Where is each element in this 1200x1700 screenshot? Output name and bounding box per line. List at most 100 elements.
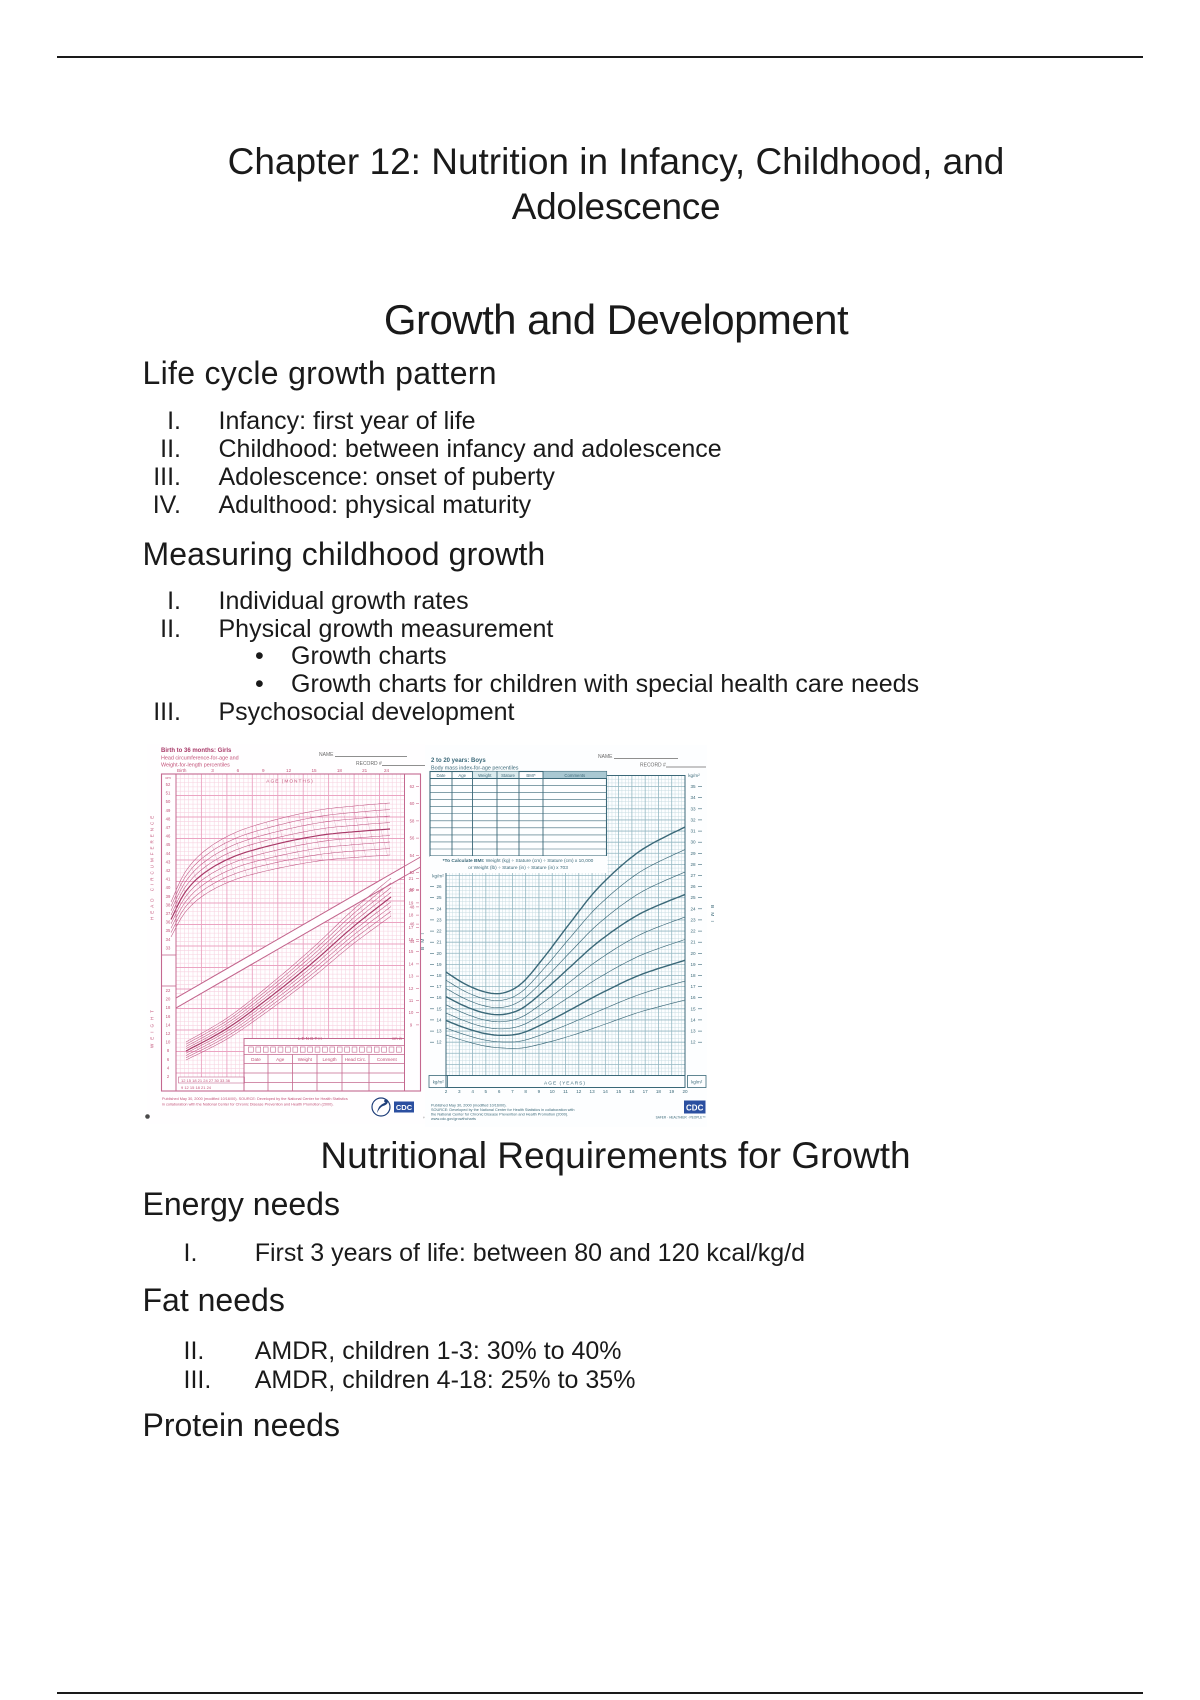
svg-text:CDC: CDC [396, 1103, 413, 1112]
svg-text:Date: Date [436, 773, 446, 778]
svg-text:Published May 30, 2000 (modifi: Published May 30, 2000 (modified 10/16/0… [431, 1104, 507, 1108]
svg-text:13: 13 [409, 974, 414, 979]
svg-text:18: 18 [409, 913, 414, 918]
svg-text:11: 11 [409, 998, 414, 1003]
svg-text:AGE (YEARS): AGE (YEARS) [544, 1081, 586, 1087]
svg-text:18: 18 [166, 1005, 171, 1010]
svg-text:9 12 15 18 21 24: 9 12 15 18 21 24 [181, 1085, 212, 1090]
svg-text:16: 16 [629, 1089, 635, 1094]
svg-text:10: 10 [550, 1089, 556, 1094]
svg-text:48: 48 [166, 816, 171, 821]
svg-text:56: 56 [410, 836, 415, 841]
svg-text:14: 14 [409, 961, 414, 966]
svg-text:Body mass index-for-age percen: Body mass index-for-age percentiles [431, 766, 519, 772]
svg-text:33: 33 [690, 806, 696, 811]
svg-text:14: 14 [690, 1017, 696, 1022]
svg-text:21: 21 [436, 940, 442, 945]
svg-text:52: 52 [166, 782, 171, 787]
svg-text:35: 35 [690, 784, 696, 789]
svg-text:58: 58 [410, 818, 415, 823]
svg-text:34: 34 [690, 795, 696, 800]
svg-text:22: 22 [436, 929, 442, 934]
svg-text:5: 5 [485, 1089, 488, 1094]
svg-text:or Weight (lb) ÷ Stature (in): or Weight (lb) ÷ Stature (in) ÷ Stature … [468, 865, 568, 871]
svg-text:20: 20 [682, 1089, 688, 1094]
svg-text:kg/m²: kg/m² [432, 874, 444, 879]
svg-text:21: 21 [690, 940, 696, 945]
svg-text:26: 26 [690, 884, 696, 889]
svg-text:42: 42 [166, 868, 171, 873]
svg-text:32: 32 [690, 817, 696, 822]
svg-text:20: 20 [436, 951, 442, 956]
svg-text:43: 43 [166, 859, 171, 864]
svg-text:60: 60 [410, 801, 415, 806]
svg-text:RECORD #: RECORD # [640, 763, 666, 769]
svg-text:24: 24 [436, 906, 442, 911]
svg-text:in collaboration with the Nati: in collaboration with the National Cente… [162, 1103, 334, 1107]
svg-text:19: 19 [409, 900, 414, 905]
svg-text:22: 22 [690, 929, 696, 934]
svg-text:Head Circ.: Head Circ. [345, 1057, 367, 1062]
svg-text:16: 16 [166, 1014, 171, 1019]
svg-text:CDC: CDC [686, 1104, 704, 1113]
svg-text:3: 3 [458, 1089, 461, 1094]
svg-text:21: 21 [362, 768, 368, 773]
svg-text:4: 4 [167, 1065, 170, 1070]
svg-text:12: 12 [409, 986, 414, 991]
svg-text:AGE (MONTHS): AGE (MONTHS) [266, 779, 313, 785]
svg-text:15: 15 [616, 1089, 622, 1094]
svg-text:kg/m²: kg/m² [691, 1080, 703, 1085]
svg-text:18: 18 [690, 973, 696, 978]
svg-text:9: 9 [262, 768, 265, 773]
svg-text:18: 18 [337, 768, 343, 773]
svg-text:2: 2 [445, 1089, 448, 1094]
svg-text:19: 19 [669, 1089, 675, 1094]
svg-text:SOURCE: Developed by the Natio: SOURCE: Developed by the National Center… [431, 1108, 575, 1112]
svg-text:cm in: cm in [392, 1036, 403, 1041]
svg-text:kg/m²: kg/m² [688, 773, 700, 778]
svg-text:12: 12 [436, 1040, 442, 1045]
svg-text:27: 27 [690, 873, 696, 878]
svg-text:Head circumference-for-age and: Head circumference-for-age and [161, 756, 239, 762]
svg-text:Comments: Comments [564, 773, 585, 778]
svg-text:3: 3 [211, 768, 214, 773]
svg-text:Weight: Weight [478, 773, 492, 778]
svg-text:40: 40 [166, 885, 171, 890]
svg-text:25: 25 [690, 895, 696, 900]
svg-text:24: 24 [690, 906, 696, 911]
svg-text:49: 49 [166, 808, 171, 813]
svg-text:17: 17 [436, 984, 442, 989]
svg-text:Length: Length [322, 1057, 336, 1062]
svg-text:44: 44 [166, 851, 171, 856]
svg-text:15: 15 [409, 949, 414, 954]
svg-text:37: 37 [166, 911, 171, 916]
svg-text:38: 38 [166, 902, 171, 907]
svg-text:14: 14 [603, 1089, 609, 1094]
svg-text:21: 21 [409, 876, 414, 881]
svg-text:6: 6 [237, 768, 240, 773]
svg-text:19: 19 [690, 962, 696, 967]
svg-text:13: 13 [690, 1029, 696, 1034]
svg-text:50: 50 [166, 799, 171, 804]
svg-text:14: 14 [166, 1022, 171, 1027]
svg-text:Weight-for-length percentiles: Weight-for-length percentiles [161, 763, 230, 769]
svg-text:B M I: B M I [420, 932, 426, 950]
svg-text:51: 51 [166, 791, 171, 796]
svg-text:24: 24 [384, 768, 390, 773]
svg-text:Published May 30, 2000 (modifi: Published May 30, 2000 (modified 10/16/0… [162, 1097, 348, 1101]
svg-text:28: 28 [690, 862, 696, 867]
svg-text:31: 31 [690, 829, 696, 834]
svg-text:2: 2 [167, 1074, 170, 1079]
svg-text:20: 20 [690, 951, 696, 956]
svg-text:10: 10 [166, 1040, 171, 1045]
svg-text:33: 33 [166, 945, 171, 950]
svg-text:39: 39 [166, 894, 171, 899]
svg-text:Age: Age [276, 1057, 285, 1062]
svg-text:15: 15 [311, 768, 317, 773]
svg-text:62: 62 [410, 784, 415, 789]
svg-text:Stature: Stature [501, 773, 515, 778]
svg-text:NAME: NAME [319, 752, 334, 758]
svg-text:41: 41 [166, 877, 171, 882]
svg-text:52: 52 [410, 870, 415, 875]
svg-text:14: 14 [436, 1017, 442, 1022]
